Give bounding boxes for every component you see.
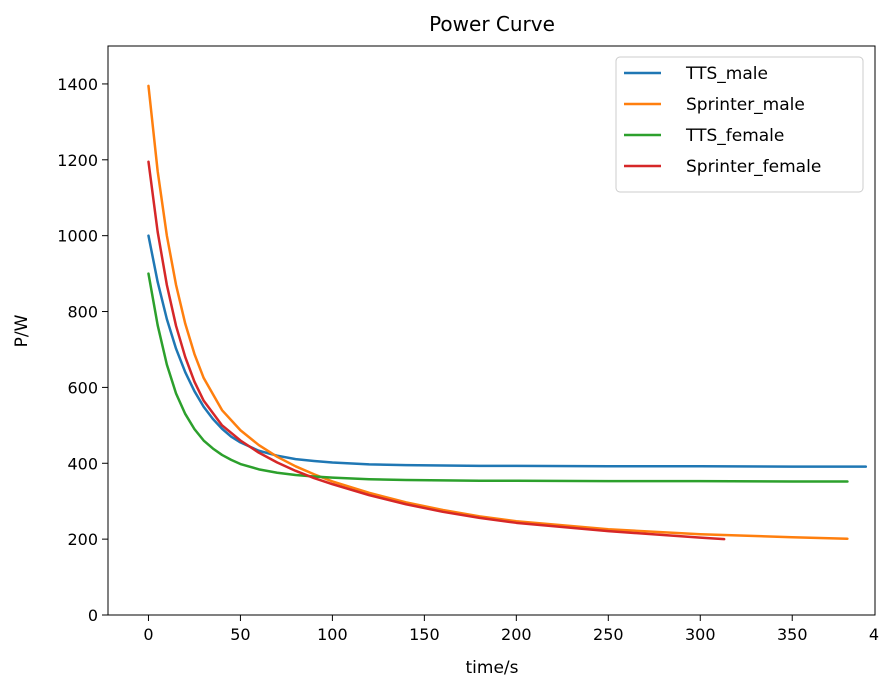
x-tick-label: 300 (685, 625, 716, 644)
legend: TTS_male Sprinter_male TTS_female Sprinter_… (615, 56, 864, 193)
y-axis-label: P/W (12, 314, 32, 347)
series-line-sprinter-male (147, 84, 849, 540)
legend-label-tts-male: TTS_male (685, 64, 768, 84)
series-line-tts-male (147, 234, 868, 468)
x-tick-label: 350 (777, 625, 808, 644)
legend-box (615, 56, 864, 193)
y-tick-label: 200 (67, 530, 98, 549)
y-tick-label: 0 (88, 606, 98, 625)
y-axis-ticks: 0 200 400 600 800 1000 1200 1400 (57, 75, 108, 625)
legend-label-tts-female: TTS_female (685, 126, 784, 146)
x-axis-ticks: 0 50 100 150 200 250 300 350 400 (143, 615, 879, 644)
y-tick-label: 1000 (57, 227, 98, 246)
y-tick-label: 600 (67, 378, 98, 397)
series-line-sprinter-female (147, 160, 726, 541)
plot-frame (107, 45, 876, 616)
x-tick-label: 50 (230, 625, 250, 644)
series-group (147, 84, 868, 541)
chart-title: Power Curve (429, 12, 555, 36)
y-tick-label: 1400 (57, 75, 98, 94)
legend-entries: TTS_male Sprinter_male TTS_female Sprinter_… (624, 64, 821, 177)
x-tick-label: 0 (143, 625, 153, 644)
legend-label-sprinter-male: Sprinter_male (686, 95, 805, 115)
x-tick-label: 200 (501, 625, 532, 644)
x-axis-label: time/s (466, 658, 519, 678)
x-tick-label: 150 (409, 625, 440, 644)
y-tick-label: 400 (67, 454, 98, 473)
y-tick-label: 1200 (57, 151, 98, 170)
x-tick-label: 400 (869, 625, 879, 644)
x-tick-label: 100 (317, 625, 348, 644)
x-tick-label: 250 (593, 625, 624, 644)
legend-label-sprinter-female: Sprinter_female (686, 157, 821, 177)
series-line-tts-female (147, 272, 849, 483)
y-tick-label: 800 (67, 303, 98, 322)
